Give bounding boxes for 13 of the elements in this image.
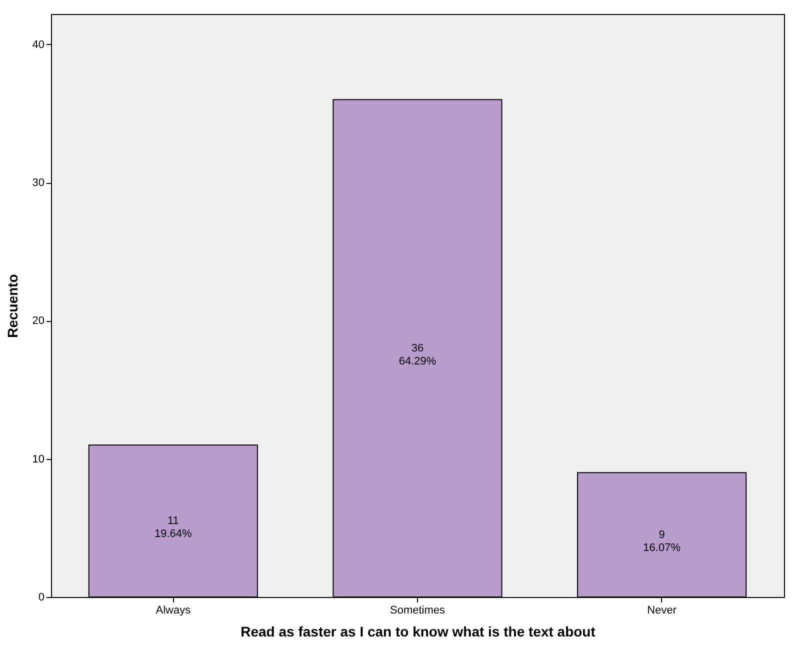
y-tick-label: 0 — [38, 592, 44, 604]
y-tick-label: 30 — [32, 177, 44, 190]
x-tick-label: Always — [156, 604, 192, 616]
data-label: 36 64.29% — [398, 342, 436, 368]
y-tick-label: 40 — [32, 38, 44, 51]
data-label: 11 19.64% — [154, 515, 192, 540]
y-tick-label: 10 — [32, 453, 44, 466]
y-tick-label: 20 — [32, 315, 44, 328]
x-tick-label: Sometimes — [390, 604, 446, 616]
x-tick-label: Never — [647, 604, 677, 616]
x-axis-title: Read as faster as I can to know what is the text about — [240, 624, 596, 640]
y-axis-title: Recuento — [4, 274, 20, 338]
data-label: 9 16.07% — [643, 528, 681, 554]
